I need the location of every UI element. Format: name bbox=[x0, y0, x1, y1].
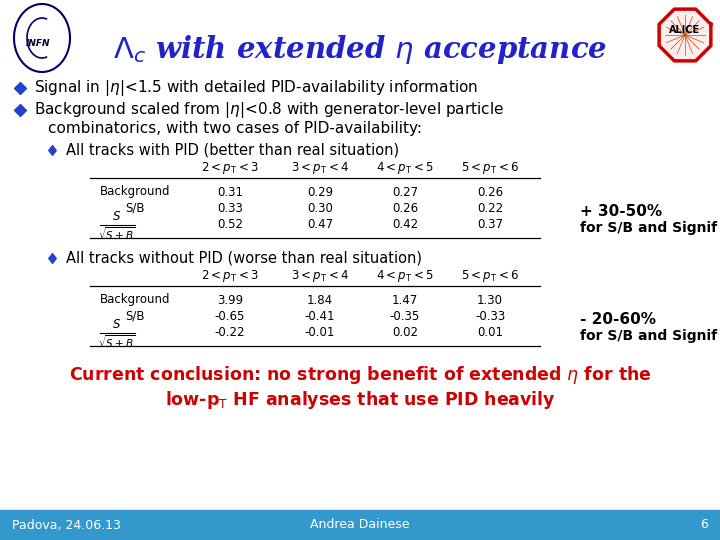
Text: 0.33: 0.33 bbox=[217, 201, 243, 214]
Text: -0.33: -0.33 bbox=[475, 309, 505, 322]
Text: 0.52: 0.52 bbox=[217, 219, 243, 232]
Text: ALICE: ALICE bbox=[670, 25, 701, 35]
Text: $2 < p_\mathrm{T} < 3$: $2 < p_\mathrm{T} < 3$ bbox=[201, 268, 258, 284]
Text: $\sqrt{S+B}$: $\sqrt{S+B}$ bbox=[98, 226, 136, 242]
Text: -0.35: -0.35 bbox=[390, 309, 420, 322]
Text: Background scaled from |$\eta$|<0.8 with generator-level particle: Background scaled from |$\eta$|<0.8 with… bbox=[34, 100, 504, 120]
Text: 0.22: 0.22 bbox=[477, 201, 503, 214]
Text: 0.42: 0.42 bbox=[392, 219, 418, 232]
Text: 0.47: 0.47 bbox=[307, 219, 333, 232]
Text: 0.37: 0.37 bbox=[477, 219, 503, 232]
Text: Padova, 24.06.13: Padova, 24.06.13 bbox=[12, 518, 121, 531]
Text: low-p$_\mathrm{T}$ HF analyses that use PID heavily: low-p$_\mathrm{T}$ HF analyses that use … bbox=[165, 389, 555, 411]
Text: 3.99: 3.99 bbox=[217, 294, 243, 307]
Text: 0.01: 0.01 bbox=[477, 327, 503, 340]
Text: INFN: INFN bbox=[26, 39, 50, 49]
Text: $4 < p_\mathrm{T} < 5$: $4 < p_\mathrm{T} < 5$ bbox=[377, 160, 433, 176]
Text: 0.27: 0.27 bbox=[392, 186, 418, 199]
Text: Current conclusion: no strong benefit of extended $\eta$ for the: Current conclusion: no strong benefit of… bbox=[68, 364, 652, 386]
Text: Background: Background bbox=[100, 294, 170, 307]
Text: + 30-50%: + 30-50% bbox=[580, 205, 662, 219]
Text: All tracks without PID (worse than real situation): All tracks without PID (worse than real … bbox=[66, 251, 422, 266]
Text: for S/B and Signif: for S/B and Signif bbox=[580, 329, 717, 343]
Text: 6: 6 bbox=[700, 518, 708, 531]
Text: $\sqrt{S+B}$: $\sqrt{S+B}$ bbox=[98, 334, 136, 350]
Text: $3 < p_\mathrm{T} < 4$: $3 < p_\mathrm{T} < 4$ bbox=[291, 268, 349, 284]
Text: 1.30: 1.30 bbox=[477, 294, 503, 307]
Text: $S$: $S$ bbox=[112, 319, 122, 332]
Text: 0.26: 0.26 bbox=[477, 186, 503, 199]
Text: $\Lambda_c$ with extended $\eta$ acceptance: $\Lambda_c$ with extended $\eta$ accepta… bbox=[113, 33, 607, 66]
Polygon shape bbox=[659, 9, 711, 61]
Text: $5 < p_\mathrm{T} < 6$: $5 < p_\mathrm{T} < 6$ bbox=[461, 160, 519, 176]
Text: -0.41: -0.41 bbox=[305, 309, 336, 322]
Text: -0.22: -0.22 bbox=[215, 327, 246, 340]
Text: $5 < p_\mathrm{T} < 6$: $5 < p_\mathrm{T} < 6$ bbox=[461, 268, 519, 284]
Text: $S$: $S$ bbox=[112, 211, 122, 224]
Text: combinatorics, with two cases of PID-availability:: combinatorics, with two cases of PID-ava… bbox=[48, 120, 422, 136]
Text: 0.29: 0.29 bbox=[307, 186, 333, 199]
Text: 1.84: 1.84 bbox=[307, 294, 333, 307]
Text: $3 < p_\mathrm{T} < 4$: $3 < p_\mathrm{T} < 4$ bbox=[291, 160, 349, 176]
Text: -0.01: -0.01 bbox=[305, 327, 336, 340]
Text: 1.47: 1.47 bbox=[392, 294, 418, 307]
Text: $4 < p_\mathrm{T} < 5$: $4 < p_\mathrm{T} < 5$ bbox=[377, 268, 433, 284]
Text: -0.65: -0.65 bbox=[215, 309, 246, 322]
Text: Signal in |$\eta$|<1.5 with detailed PID-availability information: Signal in |$\eta$|<1.5 with detailed PID… bbox=[34, 78, 478, 98]
Text: Background: Background bbox=[100, 186, 170, 199]
Text: 0.30: 0.30 bbox=[307, 201, 333, 214]
Text: $2 < p_\mathrm{T} < 3$: $2 < p_\mathrm{T} < 3$ bbox=[201, 160, 258, 176]
Text: Andrea Dainese: Andrea Dainese bbox=[310, 518, 410, 531]
Text: - 20-60%: - 20-60% bbox=[580, 313, 656, 327]
Text: for S/B and Signif: for S/B and Signif bbox=[580, 221, 717, 235]
Text: All tracks with PID (better than real situation): All tracks with PID (better than real si… bbox=[66, 143, 399, 158]
Text: 0.31: 0.31 bbox=[217, 186, 243, 199]
Text: 0.02: 0.02 bbox=[392, 327, 418, 340]
Text: S/B: S/B bbox=[125, 309, 145, 322]
Text: S/B: S/B bbox=[125, 201, 145, 214]
Bar bbox=[0, 510, 720, 540]
Text: 0.26: 0.26 bbox=[392, 201, 418, 214]
